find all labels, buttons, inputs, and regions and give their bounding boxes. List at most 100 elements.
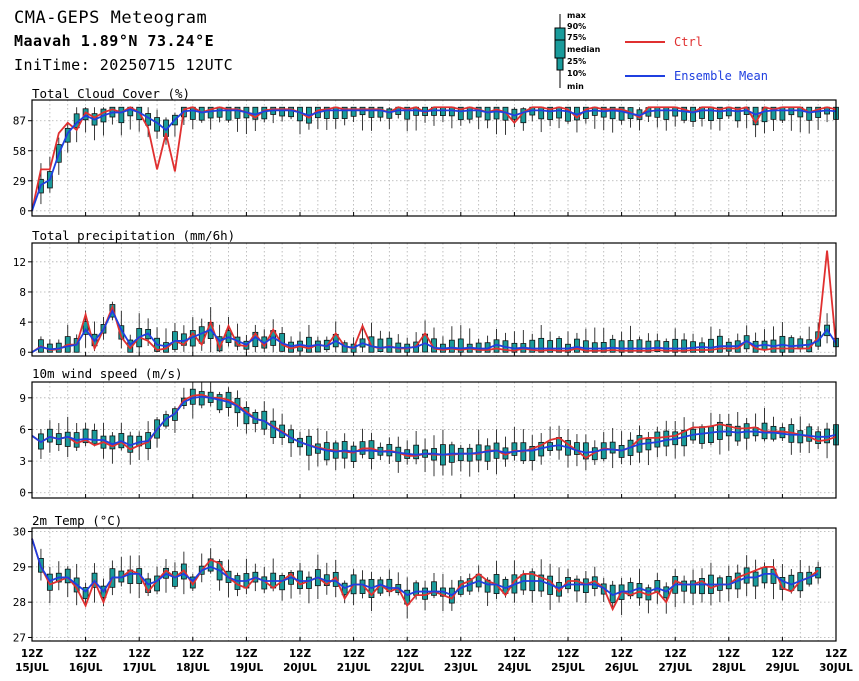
box [529,339,536,353]
legend-box-label: min [567,82,584,91]
box [725,423,732,437]
panel-title-cloud: Total Cloud Cover (%) [32,86,191,101]
panel-title-wind: 10m wind speed (m/s) [32,366,183,381]
ensemble-mean-line [31,108,837,212]
x-tick-label-time: 12Z [396,648,419,660]
y-tick-label: 28 [13,596,26,609]
x-tick-label-date: 23JUL [444,662,478,674]
box [82,587,89,600]
box [466,106,473,120]
y-tick-label: 0 [19,205,26,218]
box [306,336,312,353]
box [752,106,759,126]
x-tick-label-time: 12Z [664,648,687,660]
x-tick-label-time: 12Z [825,648,848,660]
location-label: Maavah 1.89°N 73.24°E [14,32,215,50]
box [806,426,813,442]
y-tick-label: 29 [13,561,26,574]
box [493,106,500,120]
box [627,340,634,353]
box [636,339,643,353]
box [306,576,312,589]
x-tick-label-time: 12Z [235,648,258,660]
x-tick-label-date: 19JUL [230,662,264,674]
box [484,445,491,462]
legend-ctrl-label: Ctrl [674,35,703,49]
box [547,106,554,120]
box [172,571,178,587]
box [484,106,491,121]
x-tick-label-date: 25JUL [551,662,585,674]
x-tick-label-date: 26JUL [605,662,639,674]
x-tick-label-time: 12Z [557,648,580,660]
box [734,106,741,122]
x-tick-label-time: 12Z [182,648,205,660]
box [681,339,688,353]
legend-box-lower [554,39,566,59]
box [198,391,205,406]
x-tick-label-date: 28JUL [712,662,746,674]
box [556,338,562,353]
x-axis: 12Z 15JUL 12Z 16JUL 12Z 17JUL 12Z 18JUL 12Z 19JUL… [15,648,853,674]
box [654,106,661,118]
legend-box-label: 75% [567,33,586,42]
box [797,338,804,350]
box [207,106,214,119]
box [752,571,759,587]
legend-box-label: max [567,11,587,20]
box [538,106,545,120]
box [600,342,607,353]
panel-frame [31,99,837,217]
box [46,573,53,591]
box [663,341,670,353]
box [609,338,616,353]
x-tick-label-time: 12Z [718,648,741,660]
box [734,425,741,442]
y-tick-label: 9 [19,392,26,405]
box [663,106,670,120]
box [368,106,375,118]
box [663,430,670,447]
box [475,106,482,118]
box [538,574,545,592]
box [690,580,696,594]
box [198,106,205,121]
panel-title-precip: Total precipitation (mm/6h) [32,228,236,243]
box [82,428,89,444]
ctrl-line [31,106,837,212]
legend-box-label: 90% [567,22,586,31]
box [574,338,580,353]
box [716,335,723,353]
y-tick-label: 87 [13,115,26,128]
box [654,431,661,448]
x-tick-label-date: 22JUL [390,662,424,674]
box [163,414,169,427]
box [261,106,268,120]
box [681,106,688,121]
panel-frame [31,381,837,499]
box [645,438,652,451]
legend-box-upper [554,27,566,41]
box [565,106,571,122]
box [538,337,545,353]
legend-box-label: median [567,45,601,54]
box [350,106,357,117]
y-tick-label: 12 [13,256,26,269]
x-tick-label-date: 30JUL [819,662,853,674]
panel-frame [31,527,837,642]
box [511,442,518,456]
panel-1: 0 4 8 12 [13,242,839,359]
box [91,429,98,445]
box [547,340,554,353]
panel-3: 27 28 29 30 [13,526,837,644]
y-tick-label: 3 [19,455,26,468]
x-tick-label-time: 12Z [74,648,97,660]
box [797,430,804,444]
box [708,426,714,443]
legend-box-label: 25% [567,57,586,66]
box [708,106,714,121]
box [582,340,589,353]
y-tick-label: 8 [19,286,26,299]
box [314,340,321,353]
box [350,445,357,462]
